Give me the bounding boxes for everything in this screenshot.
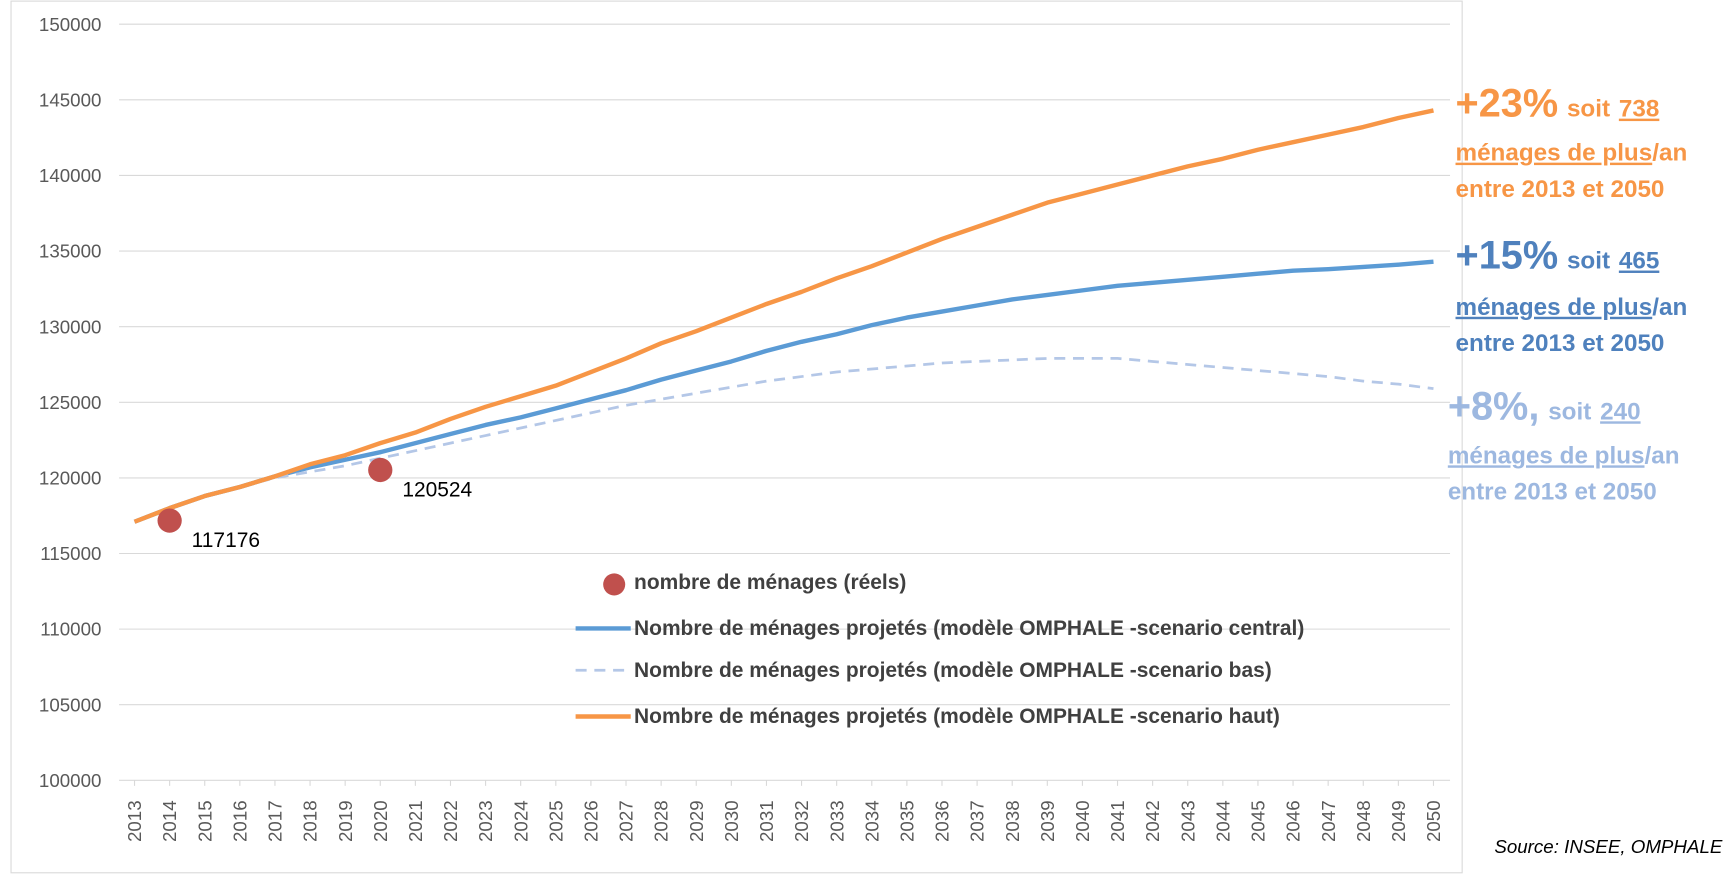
y-tick-label: 140000	[39, 165, 102, 186]
x-tick-label: 2047	[1318, 800, 1339, 842]
y-tick-label: 135000	[39, 241, 102, 262]
x-tick-label: 2042	[1142, 800, 1163, 842]
annotation-part: ménages de plus	[1456, 140, 1653, 167]
x-tick-label: 2050	[1423, 800, 1444, 842]
annotation: entre 2013 et 2050	[1456, 330, 1665, 357]
x-tick-label: 2017	[265, 800, 286, 842]
annotation-part: +8%,	[1448, 384, 1540, 428]
annotation-part: /an	[1652, 294, 1687, 321]
x-tick-label: 2021	[405, 800, 426, 842]
annotation-part: ménages de plus	[1448, 442, 1645, 469]
x-tick-label: 2048	[1353, 800, 1374, 842]
annotation-part: 738	[1619, 96, 1659, 123]
annotation-part: 240	[1600, 398, 1640, 425]
x-tick-label: 2023	[475, 800, 496, 842]
annotation-part: /an	[1645, 442, 1680, 469]
x-tick-label: 2026	[581, 800, 602, 842]
annotation: entre 2013 et 2050	[1448, 479, 1657, 506]
data-label: 120524	[402, 478, 472, 501]
annotation-part: soit	[1567, 248, 1610, 275]
x-tick-label: 2044	[1212, 800, 1233, 842]
data-label: 117176	[192, 529, 260, 552]
y-tick-label: 150000	[39, 14, 102, 35]
annotation-part: entre 2013 et 2050	[1448, 479, 1657, 506]
x-tick-label: 2027	[616, 800, 637, 842]
data-point	[157, 508, 182, 533]
source: Source: INSEE, OMPHALE	[1494, 836, 1723, 857]
y-tick-label: 100000	[39, 770, 102, 791]
x-tick-label: 2018	[300, 800, 321, 842]
annotation: +15% soit 465	[1456, 234, 1660, 278]
x-tick-label: 2014	[159, 800, 180, 842]
y-tick-label: 125000	[39, 392, 102, 413]
annotation-part: +15%	[1456, 234, 1559, 278]
y-tick-label: 145000	[39, 89, 102, 110]
x-tick-label: 2046	[1283, 800, 1304, 842]
data-point	[368, 457, 393, 483]
x-tick-label: 2035	[896, 800, 917, 842]
x-tick-label: 2015	[194, 800, 215, 842]
series-line	[133, 259, 1434, 524]
y-tick-label: 115000	[40, 543, 101, 564]
annotation: ménages de plus/an	[1456, 140, 1688, 167]
x-tick-label: 2031	[756, 800, 777, 842]
legend-label: Nombre de ménages projetés (modèle OMPHA…	[634, 659, 1272, 682]
x-tick-label: 2013	[124, 800, 145, 842]
annotation-part: +23%	[1456, 82, 1559, 126]
x-tick-label: 2029	[686, 800, 707, 842]
series-line	[134, 357, 1434, 524]
x-tick-label: 2040	[1072, 800, 1093, 842]
annotation-part: entre 2013 et 2050	[1456, 176, 1665, 203]
legend-label: Nombre de ménages projetés (modèle OMPHA…	[634, 617, 1304, 640]
y-tick-label: 110000	[40, 619, 101, 640]
annotation: +23% soit 738	[1456, 82, 1660, 126]
y-tick-label: 105000	[39, 694, 102, 715]
x-tick-label: 2019	[335, 800, 356, 842]
annotation-part: soit	[1567, 96, 1610, 123]
annotation-part: 465	[1619, 248, 1659, 275]
chart-frame	[10, 0, 1463, 874]
y-tick-label: 130000	[39, 316, 102, 337]
x-tick-label: 2043	[1177, 800, 1198, 842]
x-tick-label: 2038	[1002, 800, 1023, 842]
x-tick-label: 2045	[1248, 800, 1269, 842]
series-line	[133, 108, 1434, 524]
y-tick-label: 120000	[39, 468, 102, 489]
x-tick-label: 2028	[651, 800, 672, 842]
x-tick-label: 2024	[510, 800, 531, 842]
x-tick-label: 2032	[791, 800, 812, 842]
x-tick-label: 2020	[370, 800, 391, 842]
annotation: ménages de plus/an	[1456, 294, 1688, 321]
x-tick-label: 2016	[229, 800, 250, 842]
annotation-part: entre 2013 et 2050	[1456, 330, 1665, 357]
x-tick-label: 2025	[545, 800, 566, 842]
legend-label: nombre de ménages (réels)	[634, 571, 906, 594]
x-tick-label: 2030	[721, 800, 742, 842]
x-tick-label: 2036	[932, 800, 953, 842]
annotation-part: /an	[1652, 140, 1687, 167]
x-tick-label: 2039	[1037, 800, 1058, 842]
x-tick-label: 2049	[1388, 800, 1409, 842]
legend-marker	[603, 573, 626, 596]
annotation: ménages de plus/an	[1448, 442, 1680, 469]
annotation: +8%, soit 240	[1448, 384, 1641, 428]
x-tick-label: 2041	[1107, 800, 1128, 842]
annotation-part: soit	[1548, 398, 1591, 425]
legend-label: Nombre de ménages projetés (modèle OMPHA…	[634, 705, 1280, 728]
x-tick-label: 2034	[861, 800, 882, 842]
x-tick-label: 2022	[440, 800, 461, 842]
x-tick-label: 2033	[826, 800, 847, 842]
annotation-part: ménages de plus	[1456, 294, 1653, 321]
annotation: entre 2013 et 2050	[1456, 176, 1665, 203]
x-tick-label: 2037	[967, 800, 988, 842]
